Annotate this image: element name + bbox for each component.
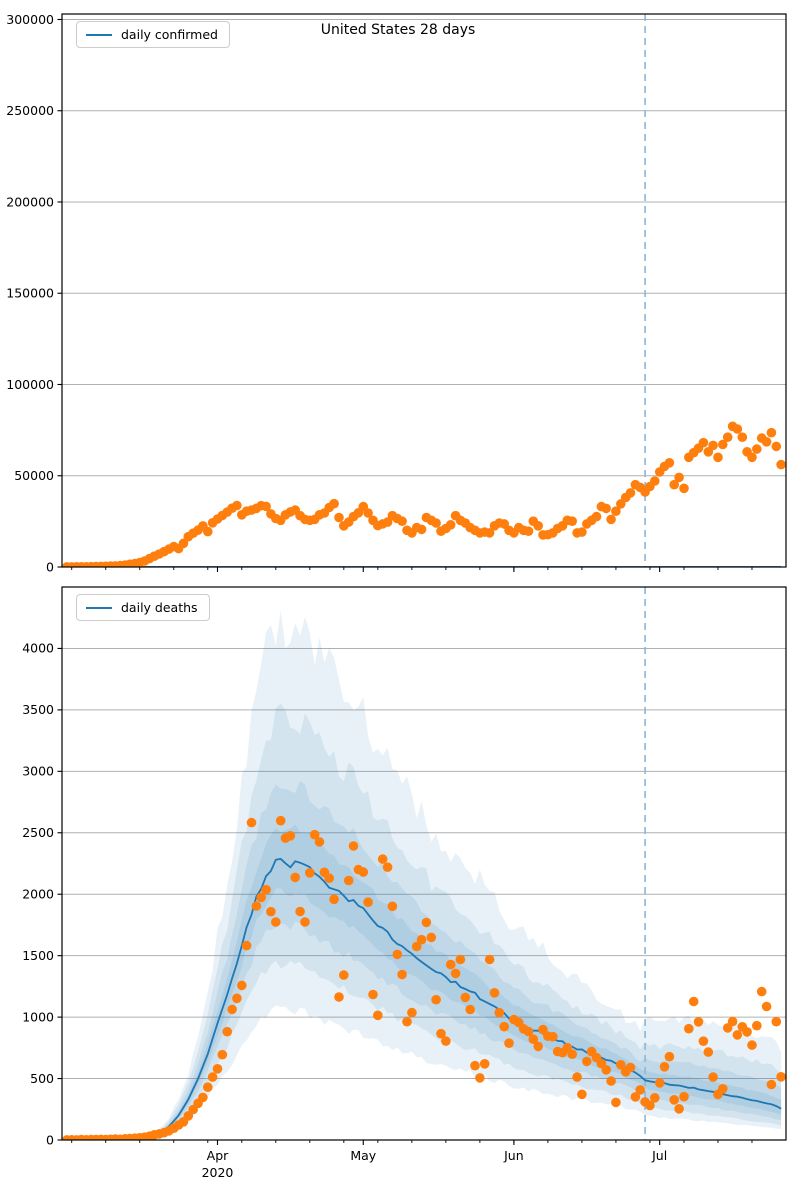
svg-text:4000: 4000 bbox=[22, 641, 54, 656]
legend-label-daily-deaths: daily deaths bbox=[121, 600, 198, 615]
svg-text:200000: 200000 bbox=[6, 194, 54, 209]
svg-text:1500: 1500 bbox=[22, 948, 54, 963]
svg-text:100000: 100000 bbox=[6, 377, 54, 392]
svg-text:Apr: Apr bbox=[207, 1148, 229, 1163]
svg-text:Jul: Jul bbox=[651, 1148, 667, 1163]
svg-text:3500: 3500 bbox=[22, 702, 54, 717]
svg-text:Jun: Jun bbox=[503, 1148, 524, 1163]
svg-text:500: 500 bbox=[30, 1071, 54, 1086]
svg-text:300000: 300000 bbox=[6, 12, 54, 27]
svg-text:3000: 3000 bbox=[22, 764, 54, 779]
legend-daily-confirmed: daily confirmed bbox=[76, 21, 230, 48]
legend-line-icon bbox=[86, 606, 112, 609]
legend-daily-deaths: daily deaths bbox=[76, 594, 210, 621]
legend-line-icon bbox=[86, 33, 112, 36]
svg-text:0: 0 bbox=[46, 1132, 54, 1147]
svg-text:2020: 2020 bbox=[202, 1165, 234, 1180]
legend-label-daily-confirmed: daily confirmed bbox=[121, 27, 218, 42]
svg-text:2000: 2000 bbox=[22, 887, 54, 902]
svg-text:150000: 150000 bbox=[6, 286, 54, 301]
svg-text:1000: 1000 bbox=[22, 1009, 54, 1024]
svg-text:250000: 250000 bbox=[6, 103, 54, 118]
svg-text:0: 0 bbox=[46, 559, 54, 574]
svg-text:May: May bbox=[350, 1148, 376, 1163]
svg-text:2500: 2500 bbox=[22, 825, 54, 840]
svg-text:50000: 50000 bbox=[14, 468, 54, 483]
